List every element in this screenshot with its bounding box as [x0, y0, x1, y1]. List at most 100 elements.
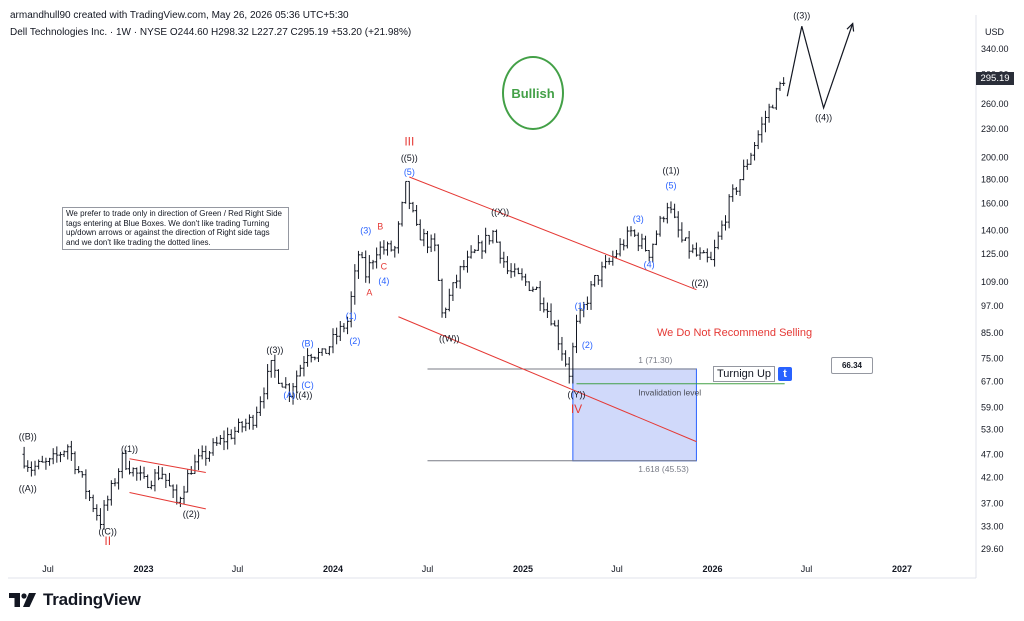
x-tick-label-8: Jul	[801, 564, 813, 574]
ohlc-bar-205	[767, 103, 771, 123]
ohlc-bar-166	[625, 226, 629, 249]
wave-label-11: (1)	[346, 311, 357, 321]
wave-label-23: (1)	[575, 301, 586, 311]
y-tick-label-5: 180.00	[981, 174, 1009, 184]
trendline-1	[398, 316, 697, 443]
ohlc-bar-141	[534, 286, 539, 290]
ohlc-bar-57	[229, 429, 233, 440]
no-sell-note: We Do Not Recommend Selling	[657, 327, 813, 339]
ohlc-bar-42	[175, 484, 179, 505]
y-tick-label-17: 42.00	[981, 472, 1004, 482]
ohlc-bar-107	[411, 201, 415, 213]
ohlc-bar-129	[491, 230, 495, 244]
ohlc-bar-97	[375, 247, 379, 269]
ohlc-bar-146	[553, 320, 557, 327]
ohlc-bar-148	[560, 336, 564, 361]
ohlc-bar-60	[240, 421, 244, 433]
ohlc-bar-71	[280, 382, 284, 388]
ohlc-bar-199	[745, 159, 749, 170]
y-tick-label-6: 160.00	[981, 198, 1009, 208]
ohlc-bar-143	[542, 297, 546, 313]
ohlc-bar-177	[665, 202, 669, 224]
ohlc-bar-76	[298, 364, 302, 377]
ohlc-bar-13	[69, 440, 73, 461]
ohlc-bar-119	[454, 274, 459, 289]
ohlc-bar-24	[109, 480, 113, 506]
tradingview-logo[interactable]: TradingView	[9, 590, 141, 610]
ohlc-bar-182	[683, 237, 688, 241]
x-tick-label-4: Jul	[422, 564, 434, 574]
wave-label-22: ((X))	[491, 207, 509, 217]
ohlc-bar-3	[33, 460, 37, 476]
ohlc-bar-73	[287, 383, 292, 402]
ohlc-bar-85	[331, 328, 335, 354]
ohlc-bar-120	[458, 265, 462, 289]
ohlc-bar-32	[138, 465, 143, 481]
ohlc-bar-1	[26, 460, 30, 472]
ohlc-bar-133	[505, 256, 510, 275]
ohlc-bar-126	[480, 240, 484, 259]
ohlc-bar-117	[447, 288, 451, 312]
ohlc-bar-152	[574, 314, 579, 354]
wave-label-0: ((B))	[19, 432, 37, 442]
ohlc-bar-158	[596, 274, 600, 285]
wave-label-7: (A)	[283, 390, 295, 400]
ohlc-bar-83	[324, 348, 328, 354]
ohlc-bar-189	[709, 251, 713, 261]
ohlc-bar-110	[422, 228, 426, 247]
ohlc-bar-159	[600, 261, 604, 288]
y-tick-label-14: 59.00	[981, 403, 1004, 413]
ohlc-bar-142	[538, 280, 542, 311]
y-tick-label-12: 75.00	[981, 354, 1004, 364]
ohlc-bar-161	[607, 257, 611, 265]
ohlc-bar-59	[236, 418, 241, 433]
ohlc-bar-49	[200, 445, 204, 460]
ohlc-bar-165	[622, 239, 626, 251]
ohlc-bar-167	[629, 226, 633, 237]
ohlc-bar-75	[295, 370, 299, 394]
ohlc-bar-28	[124, 450, 128, 471]
ohlc-bar-194	[727, 194, 731, 229]
ohlc-bar-37	[156, 465, 161, 481]
ohlc-bar-18	[87, 490, 92, 501]
ohlc-bar-204	[763, 110, 768, 133]
ohlc-bar-55	[222, 430, 226, 451]
tradingview-logo-icon	[9, 593, 36, 607]
ohlc-bar-201	[752, 142, 757, 161]
ohlc-bar-104	[400, 201, 404, 227]
ohlc-bar-108	[414, 205, 419, 226]
ohlc-bar-116	[444, 307, 448, 319]
wave-label-31: ((2))	[692, 278, 709, 288]
x-tick-label-6: Jul	[611, 564, 623, 574]
ohlc-bar-174	[654, 230, 659, 246]
ohlc-bar-12	[66, 444, 70, 460]
wave-label-25: ((Y))	[567, 390, 585, 400]
last-price-tag: 295.19	[976, 72, 1014, 85]
wave-label-16: C	[381, 261, 388, 271]
y-tick-label-11: 85.00	[981, 328, 1004, 338]
y-tick-label-16: 47.00	[981, 449, 1004, 459]
ohlc-bar-26	[117, 468, 121, 490]
ohlc-bar-102	[393, 245, 397, 258]
ohlc-bar-202	[756, 130, 760, 150]
y-tick-label-18: 37.00	[981, 498, 1004, 508]
ohlc-bar-9	[55, 446, 59, 463]
ohlc-bar-200	[749, 152, 753, 165]
ohlc-bar-209	[782, 77, 786, 87]
ohlc-bar-188	[705, 248, 709, 263]
ohlc-bar-0	[22, 446, 26, 469]
currency-label: USD	[985, 27, 1005, 37]
ohlc-bar-58	[233, 426, 237, 445]
ohlc-bar-106	[407, 180, 411, 210]
ohlc-bar-94	[364, 250, 368, 283]
ohlc-bar-109	[418, 219, 422, 241]
ohlc-bar-92	[356, 250, 361, 279]
ohlc-bar-6	[44, 457, 48, 470]
ohlc-bar-114	[436, 244, 440, 281]
ohlc-bar-78	[305, 348, 310, 367]
ohlc-bar-5	[40, 455, 44, 463]
trendline-2	[129, 458, 206, 474]
ohlc-bar-84	[327, 346, 331, 356]
ohlc-bar-112	[429, 234, 433, 253]
